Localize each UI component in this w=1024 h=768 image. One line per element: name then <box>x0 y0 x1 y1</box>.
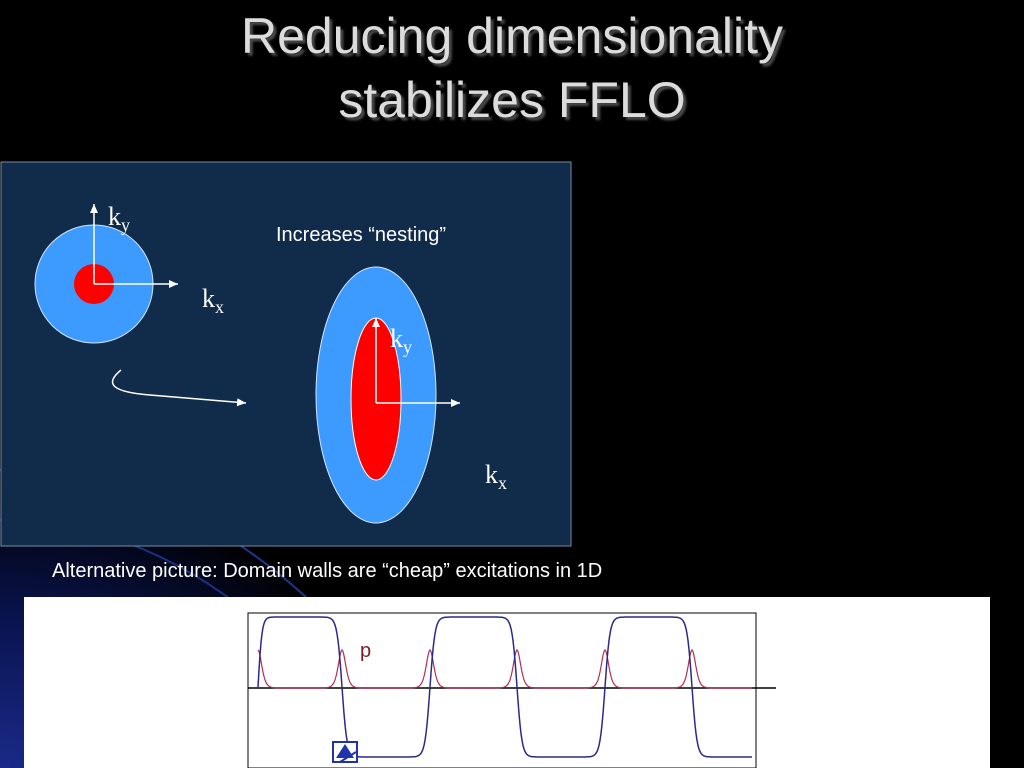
plot-canvas <box>24 597 990 768</box>
slide-caption: Alternative picture: Domain walls are “c… <box>52 560 603 582</box>
plot-curve-label: p <box>360 640 372 662</box>
density-curve <box>257 648 752 689</box>
order-parameter-curve <box>257 616 752 758</box>
kx-label-left: kx <box>202 284 224 318</box>
home-nav-icon[interactable] <box>332 741 358 763</box>
transition-arrow <box>111 369 247 407</box>
nesting-annotation: Increases “nesting” <box>276 224 447 246</box>
title-line-2: stabilizes FFLO <box>338 72 686 128</box>
kx-label-right: kx <box>485 460 507 494</box>
title-line-1: Reducing dimensionality <box>241 8 783 64</box>
ky-label-right: ky <box>390 324 412 358</box>
ky-label-left: ky <box>108 202 130 236</box>
slide-title: Reducing dimensionality stabilizes FFLO <box>0 4 1024 132</box>
plot-frame <box>247 612 757 768</box>
